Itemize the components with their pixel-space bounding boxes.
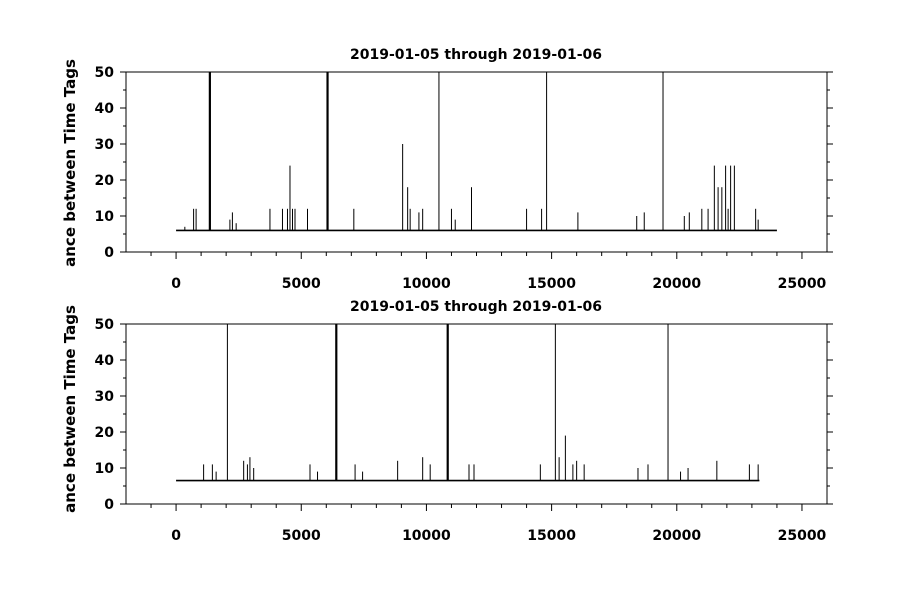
y-tick-label: 20: [95, 425, 115, 441]
y-tick-label: 50: [95, 65, 115, 81]
y-tick-label: 40: [95, 101, 115, 117]
x-tick-label: 20000: [652, 528, 701, 544]
x-tick-label: 5000: [282, 276, 321, 292]
chart-panel-bottom: 2019-01-05 through 2019-01-06 ance betwe…: [61, 299, 833, 544]
y-tick-label: 30: [95, 389, 115, 405]
x-tick-label: 5000: [282, 528, 321, 544]
y-tick-label: 30: [95, 137, 115, 153]
x-tick-label: 10000: [402, 276, 451, 292]
x-tick-label: 25000: [778, 276, 827, 292]
chart-title: 2019-01-05 through 2019-01-06: [350, 47, 602, 63]
y-axis-label: ance between Time Tags: [61, 59, 79, 267]
y-tick-label: 0: [104, 497, 114, 513]
x-tick-label: 25000: [778, 528, 827, 544]
x-tick-label: 0: [171, 276, 181, 292]
y-tick-label: 0: [104, 245, 114, 261]
chart-panel-top: 2019-01-05 through 2019-01-06 ance betwe…: [61, 47, 833, 292]
x-tick-label: 0: [171, 528, 181, 544]
x-tick-label: 15000: [527, 528, 576, 544]
x-tick-label: 10000: [402, 528, 451, 544]
y-tick-label: 10: [95, 209, 115, 225]
y-tick-label: 10: [95, 461, 115, 477]
x-tick-label: 15000: [527, 276, 576, 292]
y-tick-label: 50: [95, 317, 115, 333]
y-tick-label: 20: [95, 173, 115, 189]
plot-frame: [125, 323, 828, 505]
y-axis-label: ance between Time Tags: [61, 305, 79, 513]
x-tick-label: 20000: [652, 276, 701, 292]
y-tick-label: 40: [95, 353, 115, 369]
chart-title: 2019-01-05 through 2019-01-06: [350, 299, 602, 315]
